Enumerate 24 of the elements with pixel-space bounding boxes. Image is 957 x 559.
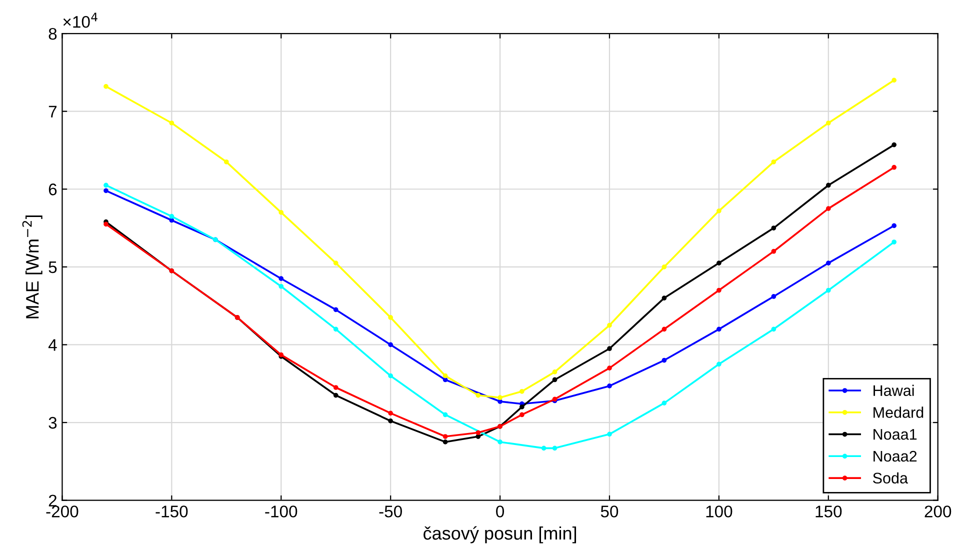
y-tick-label: 7 — [48, 106, 57, 118]
x-tick-label: 150 — [816, 506, 842, 518]
legend-label: Soda — [873, 472, 908, 484]
y-axis-title: MAE [Wm$^{−2}$] — [22, 215, 42, 318]
text: ×10$^{4}$ — [63, 12, 98, 28]
x-tick-label: 100 — [706, 506, 732, 518]
x-tick-label: 200 — [924, 506, 952, 518]
legend-label: Hawai — [874, 384, 914, 396]
legend-label: Medard — [874, 406, 924, 418]
x-tick-label: 50 — [600, 506, 618, 518]
x-tick-label: -100 — [265, 506, 298, 518]
y-tick-label: 8 — [48, 28, 57, 40]
y-tick-label: 6 — [48, 184, 57, 196]
y-tick-label: 3 — [48, 416, 57, 429]
x-tick-label: -50 — [379, 506, 402, 518]
y-tick-label: 4 — [48, 339, 57, 351]
x-tick-label: 0 — [496, 506, 504, 518]
legend-label: Noaa1 — [874, 429, 917, 440]
y-tick-label: 5 — [48, 261, 57, 274]
x-tick-label: -200 — [46, 506, 78, 518]
x-axis-title: časový posun [min] — [424, 526, 576, 544]
y-tick-label: 2 — [48, 494, 57, 506]
x-tick-label: -150 — [156, 506, 188, 518]
legend-label: Noaa2 — [874, 450, 917, 462]
